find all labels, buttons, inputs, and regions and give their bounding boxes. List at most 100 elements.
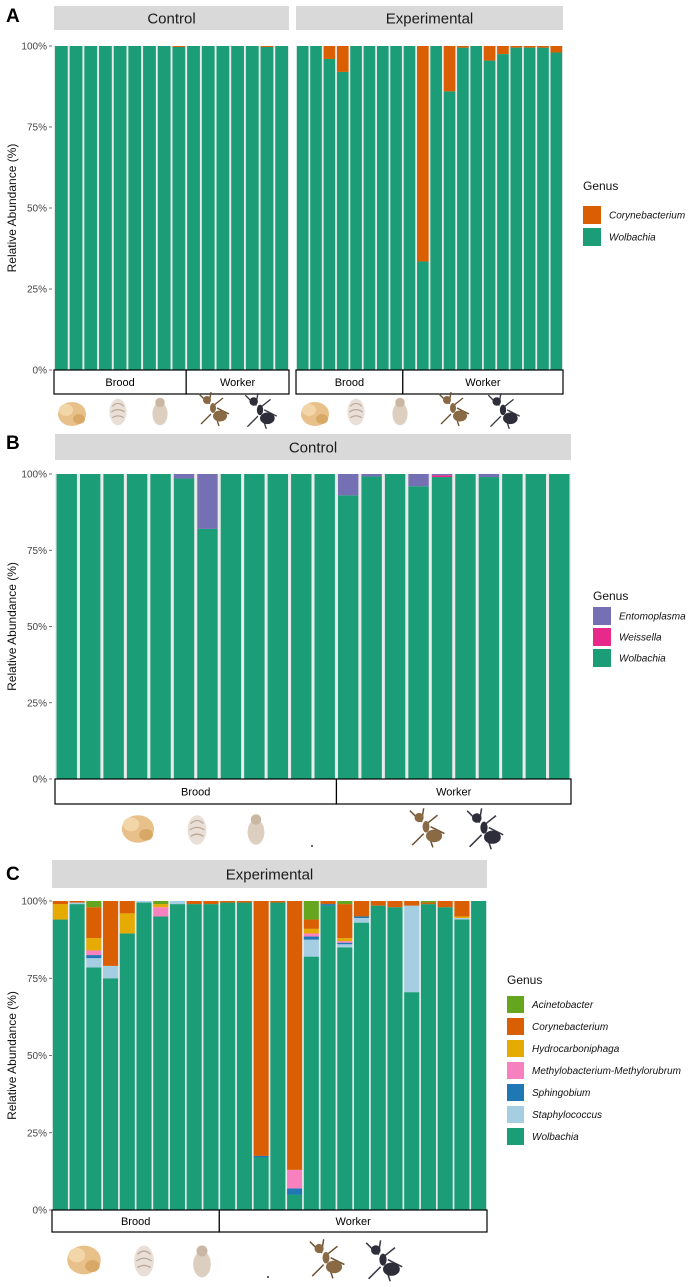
bar-segment-wolbachia <box>270 902 286 1210</box>
legend-label: Hydrocarboniphaga <box>532 1044 620 1055</box>
prepupa-head <box>196 1245 208 1257</box>
bar-segment-wolbachia <box>126 474 148 779</box>
bar-segment-wolbachia <box>314 474 335 779</box>
bar-segment-wolbachia <box>103 978 119 1210</box>
legend-label: Staphylococcus <box>532 1110 602 1121</box>
bar-segment-wolbachia <box>303 956 319 1210</box>
bar-segment-wolbachia <box>187 46 200 370</box>
ant-gaster <box>383 1262 400 1276</box>
bar-segment-corynebacterium <box>323 46 336 59</box>
ant-head <box>472 813 482 823</box>
legend-swatch <box>583 206 601 224</box>
bar-segment-wolbachia <box>153 916 169 1210</box>
legend-swatch <box>507 1062 524 1079</box>
brood-pupa-icon <box>134 1245 154 1277</box>
group-label: Brood <box>181 787 210 799</box>
bar-segment-corynebacterium <box>523 46 536 48</box>
bar-segment-wolbachia <box>336 71 349 371</box>
worker-dark-ant-icon <box>487 392 521 430</box>
bar-segment-wolbachia <box>323 58 336 371</box>
bar-segment-wolbachia <box>99 46 112 370</box>
legend-swatch <box>507 1128 524 1145</box>
ant-thorax <box>422 820 430 833</box>
brood-prepupa-icon <box>392 397 408 426</box>
bar-segment-wolbachia <box>296 46 309 370</box>
bar-segment-wolbachia <box>172 46 186 370</box>
bar-segment-methylobacterium-methylorubrum <box>287 1169 303 1189</box>
bar-segment-corynebacterium <box>320 901 336 905</box>
bar-segment-sphingobium <box>287 1188 303 1195</box>
ant-gaster <box>503 412 518 425</box>
bar-segment-wolbachia <box>404 992 420 1210</box>
ant-thorax <box>256 404 264 416</box>
bar-segment-entomoplasma <box>361 474 382 477</box>
pupa-segments <box>111 402 125 419</box>
ant-gaster <box>213 410 227 422</box>
legend-title: Genus <box>593 589 628 603</box>
legend-swatch <box>507 1040 524 1057</box>
bar-segment-corynebacterium <box>353 901 370 917</box>
bar-segment-wolbachia <box>236 902 252 1210</box>
bar-segment-wolbachia <box>54 46 68 370</box>
bar-segment-hydrocarboniphaga <box>337 938 353 942</box>
worker-ant-icon <box>309 1239 345 1279</box>
bar-segment-wolbachia <box>113 46 127 370</box>
bar-segment-wolbachia <box>483 60 496 370</box>
bar-segment-wolbachia <box>69 904 85 1210</box>
bar-segment-wolbachia <box>363 46 376 370</box>
prepupa-body <box>247 819 265 845</box>
facet-strip <box>296 6 563 30</box>
bar-segment-wolbachia <box>186 904 202 1210</box>
bar-segment-acinetobacter <box>303 901 319 920</box>
bar-segment-wolbachia <box>384 474 406 779</box>
bar-segment-wolbachia <box>267 474 289 779</box>
group-label: Worker <box>465 377 501 389</box>
group-label: Worker <box>220 377 256 389</box>
group-box <box>185 369 290 395</box>
bar-segment-methylobacterium-methylorubrum <box>303 933 319 937</box>
bar-segment-staphylococcus <box>303 939 319 957</box>
ant-thorax <box>480 821 488 834</box>
bar-segment-corynebacterium <box>260 46 274 47</box>
bar-segment-sphingobium <box>337 942 353 945</box>
bar-segment-corynebacterium <box>287 901 303 1170</box>
bar-segment-corynebacterium <box>103 901 119 966</box>
prepupa-body <box>152 402 168 426</box>
legend-label: Acinetobacter <box>531 1000 594 1011</box>
bar-segment-wolbachia <box>103 474 124 779</box>
legend-label: Entomoplasma <box>619 612 686 623</box>
bar-segment-corynebacterium <box>86 907 102 939</box>
bar-segment-corynebacterium <box>550 46 563 53</box>
bar-segment-wolbachia <box>470 46 483 370</box>
y-tick-label: 25% <box>27 1128 47 1139</box>
bar-segment-staphylococcus <box>86 958 102 968</box>
bar-segment-wolbachia <box>84 46 98 370</box>
bar-segment-wolbachia <box>454 919 470 1210</box>
group-label: Worker <box>336 1216 372 1228</box>
bar-segment-entomoplasma <box>197 474 218 529</box>
bar-segment-staphylococcus <box>337 944 353 948</box>
legend-swatch <box>507 1084 524 1101</box>
bar-segment-sphingobium <box>353 916 370 918</box>
larva-shadow <box>316 414 328 424</box>
prepupa-body <box>193 1251 211 1278</box>
bar-segment-wolbachia <box>502 474 523 779</box>
bar-segment-acinetobacter <box>153 901 169 905</box>
worker-ant-icon <box>198 391 230 427</box>
bar-segment-wolbachia <box>203 904 219 1210</box>
group-label: Brood <box>121 1216 150 1228</box>
legend-swatch <box>507 996 524 1013</box>
bar-segment-wolbachia <box>128 46 142 370</box>
facet-title: Experimental <box>226 867 314 884</box>
brood-prepupa-icon <box>247 814 265 845</box>
bar-segment-sphingobium <box>303 936 319 940</box>
bar-segment-wolbachia <box>143 46 156 370</box>
brood-larva-icon <box>58 402 86 426</box>
bar-segment-corynebacterium <box>220 901 236 903</box>
prepupa-head <box>155 397 165 408</box>
bar-segment-wolbachia <box>437 907 453 1210</box>
bar-segment-weissella <box>431 475 453 478</box>
legend-swatch <box>593 607 611 625</box>
y-tick-label: 50% <box>27 1051 47 1062</box>
